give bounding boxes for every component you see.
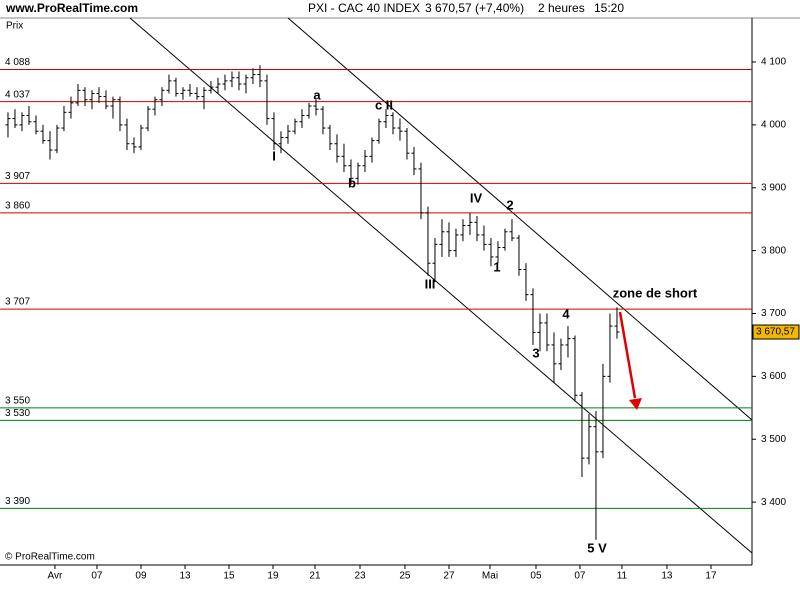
y-tick-label: 3 400 <box>761 497 786 508</box>
x-tick-label: 13 <box>179 571 191 582</box>
x-tick-label: 07 <box>574 571 586 582</box>
x-tick-label: 13 <box>661 571 673 582</box>
level-label: 3 530 <box>5 408 30 419</box>
x-tick-label: 07 <box>91 571 103 582</box>
level-label: 3 707 <box>5 297 30 308</box>
x-tick-label: Avr <box>48 571 63 582</box>
y-tick-label: 4 100 <box>761 57 786 68</box>
quote: 3 670,57 (+7,40%) <box>425 1 524 15</box>
x-tick-label: Mai <box>482 571 498 582</box>
annotation: 3 <box>532 345 539 360</box>
y-tick-label: 3 500 <box>761 434 786 445</box>
level-label: 3 550 <box>5 395 30 406</box>
x-tick-label: 09 <box>135 571 147 582</box>
x-tick-label: 25 <box>399 571 411 582</box>
y-tick-label: 3 800 <box>761 245 786 256</box>
x-tick-label: 17 <box>705 571 717 582</box>
annotation: b <box>348 175 356 190</box>
y-tick-label: 3 700 <box>761 308 786 319</box>
x-tick-label: 27 <box>443 571 455 582</box>
level-label: 3 390 <box>5 496 30 507</box>
level-label: 3 860 <box>5 201 30 212</box>
annotation: 1 <box>493 259 500 274</box>
copyright: © ProRealTime.com <box>5 552 95 563</box>
annotation: 2 <box>506 197 513 212</box>
annotation: c II <box>375 97 393 112</box>
site-name: www.ProRealTime.com <box>5 1 138 15</box>
last-price-label: 3 670,57 <box>756 327 795 338</box>
x-tick-label: 11 <box>617 571 628 582</box>
x-tick-label: 21 <box>309 571 321 582</box>
x-tick-label: 23 <box>354 571 366 582</box>
plot: 3 400 3 500 3 600 3 700 3 800 3 900 4 000 4 100… <box>0 57 800 582</box>
annotation: III <box>425 276 436 291</box>
annotation: a <box>313 87 321 102</box>
y-tick-label: 4 000 <box>761 120 786 131</box>
level-label: 4 088 <box>5 57 30 68</box>
level-label: 4 037 <box>5 89 30 100</box>
instrument: PXI - CAC 40 INDEX <box>308 1 420 15</box>
y-axis-label: Prix <box>6 21 23 32</box>
annotation: IV <box>470 190 483 205</box>
x-tick-label: 15 <box>223 571 235 582</box>
channel-line <box>129 17 753 554</box>
channel-line <box>287 17 753 421</box>
annotation: zone de short <box>613 285 698 300</box>
level-label: 3 907 <box>5 171 30 182</box>
x-tick-label: 05 <box>530 571 542 582</box>
y-tick-label: 3 600 <box>761 371 786 382</box>
x-tick-label: 19 <box>267 571 279 582</box>
annotation: 4 <box>562 306 570 321</box>
period: 2 heures <box>538 1 585 15</box>
y-tick-label: 3 900 <box>761 182 786 193</box>
time: 15:20 <box>594 1 624 15</box>
annotation: I <box>272 148 276 163</box>
annotation: 5 V <box>587 540 607 555</box>
arrow-head <box>629 398 642 410</box>
arrow <box>618 311 637 399</box>
last-price-box <box>752 324 800 340</box>
